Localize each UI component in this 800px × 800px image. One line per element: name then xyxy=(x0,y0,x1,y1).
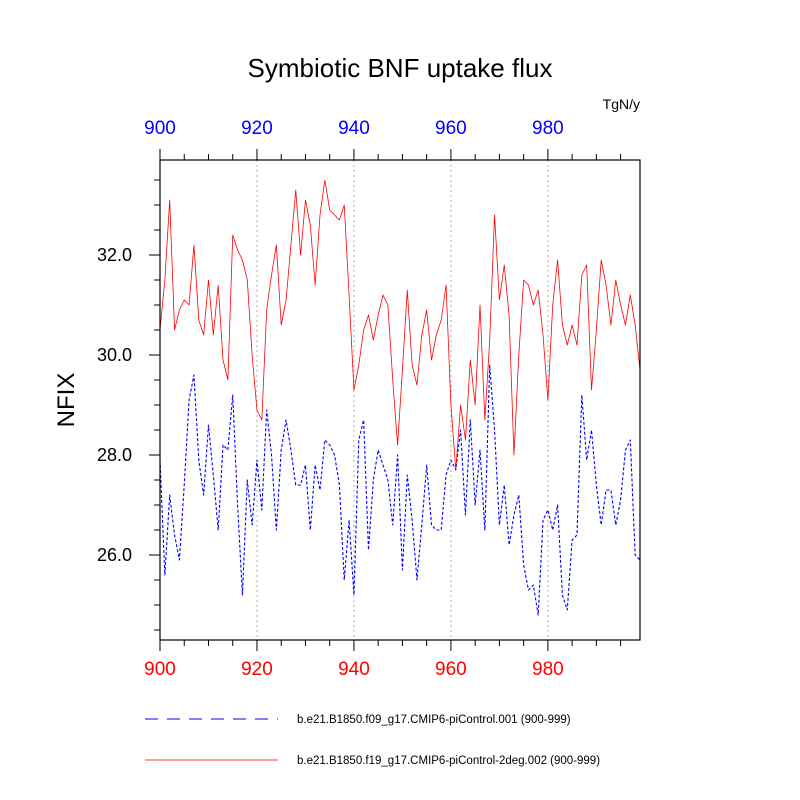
x-tick-label-top: 900 xyxy=(144,118,176,139)
y-tick-label: 32.0 xyxy=(97,245,132,265)
x-tick-label-bottom: 980 xyxy=(532,659,564,680)
x-tick-label-top: 940 xyxy=(338,118,370,139)
x-tick-label-bottom: 940 xyxy=(338,659,370,680)
series-line-2 xyxy=(159,179,641,471)
units-label: TgN/y xyxy=(603,96,640,112)
x-tick-label-bottom: 900 xyxy=(144,659,176,680)
x-tick-label-top: 960 xyxy=(435,118,467,139)
x-tick-label-bottom: 920 xyxy=(241,659,273,680)
y-tick-label: 28.0 xyxy=(97,445,132,465)
x-tick-label-top: 920 xyxy=(241,118,273,139)
x-tick-label-bottom: 960 xyxy=(435,659,467,680)
chart-title: Symbiotic BNF uptake flux xyxy=(248,53,553,83)
y-axis-label: NFIX xyxy=(53,373,80,428)
gridlines xyxy=(256,160,549,640)
x-tick-label-top: 980 xyxy=(532,118,564,139)
plot-frame xyxy=(159,159,641,641)
y-tick-label: 30.0 xyxy=(97,345,132,365)
legend-label-2: b.e21.B1850.f19_g17.CMIP6-piControl-2deg… xyxy=(297,755,600,767)
legend-label-1: b.e21.B1850.f09_g17.CMIP6-piControl.001 … xyxy=(297,714,571,726)
series-lines xyxy=(159,179,641,616)
axes xyxy=(149,149,622,651)
legend: b.e21.B1850.f09_g17.CMIP6-piControl.001 … xyxy=(145,714,600,767)
y-tick-label: 26.0 xyxy=(97,545,132,565)
series-line-1 xyxy=(159,364,641,616)
tick-labels: 900 920 940 960 980 900 920 940 960 980 26.0 28.0 30… xyxy=(97,118,564,680)
